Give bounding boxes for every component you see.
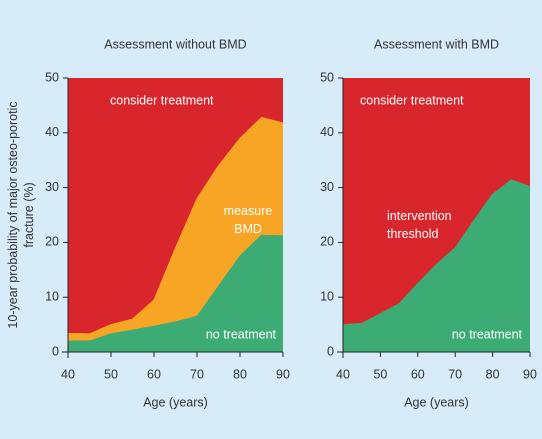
panel-title: Assessment with BMD: [374, 37, 499, 51]
y-tick-label: 20: [320, 235, 334, 249]
y-tick-label: 50: [45, 70, 59, 84]
x-tick-label: 70: [448, 367, 462, 381]
region-label: measure BMD: [223, 204, 273, 236]
y-tick-label: 40: [320, 125, 334, 139]
x-tick-label: 60: [147, 367, 161, 381]
region-label: no treatment: [206, 327, 277, 341]
x-tick-label: 40: [336, 367, 350, 381]
panel-title: Assessment without BMD: [104, 37, 246, 51]
x-axis-label: Age (years): [143, 395, 208, 409]
area-edge: [68, 234, 284, 342]
y-tick-label: 10: [320, 289, 334, 303]
region-label-box: intervention threshold: [387, 209, 452, 241]
y-axis-label: 10-year probability of major osteo-porot…: [6, 101, 36, 329]
x-tick-label: 70: [190, 367, 204, 381]
area-fill: [68, 235, 283, 352]
y-tick-label: 10: [45, 289, 59, 303]
region-label: consider treatment: [110, 93, 214, 107]
y-tick-label: 50: [320, 70, 334, 84]
y-axis-label-box: 10-year probability of major osteo-porot…: [6, 101, 36, 329]
x-tick-label: 40: [61, 367, 75, 381]
x-tick-label: 50: [373, 367, 387, 381]
region-label: consider treatment: [360, 93, 464, 107]
region-label-box: measure BMD: [223, 204, 273, 236]
y-tick-label: 30: [320, 180, 334, 194]
x-axis-label: Age (years): [404, 395, 469, 409]
x-tick-label: 80: [486, 367, 500, 381]
region-label: intervention threshold: [387, 209, 452, 241]
x-tick-label: 50: [104, 367, 118, 381]
x-tick-label: 90: [276, 367, 290, 381]
x-tick-label: 60: [411, 367, 425, 381]
y-tick-label: 40: [45, 125, 59, 139]
x-tick-label: 80: [233, 367, 247, 381]
region-label: no treatment: [452, 327, 523, 341]
x-tick-label: 90: [523, 367, 537, 381]
y-tick-label: 20: [45, 235, 59, 249]
y-tick-label: 0: [52, 344, 59, 358]
area-edge: [67, 116, 284, 335]
y-tick-label: 30: [45, 180, 59, 194]
y-tick-label: 0: [327, 344, 334, 358]
area-edge: [342, 179, 531, 326]
